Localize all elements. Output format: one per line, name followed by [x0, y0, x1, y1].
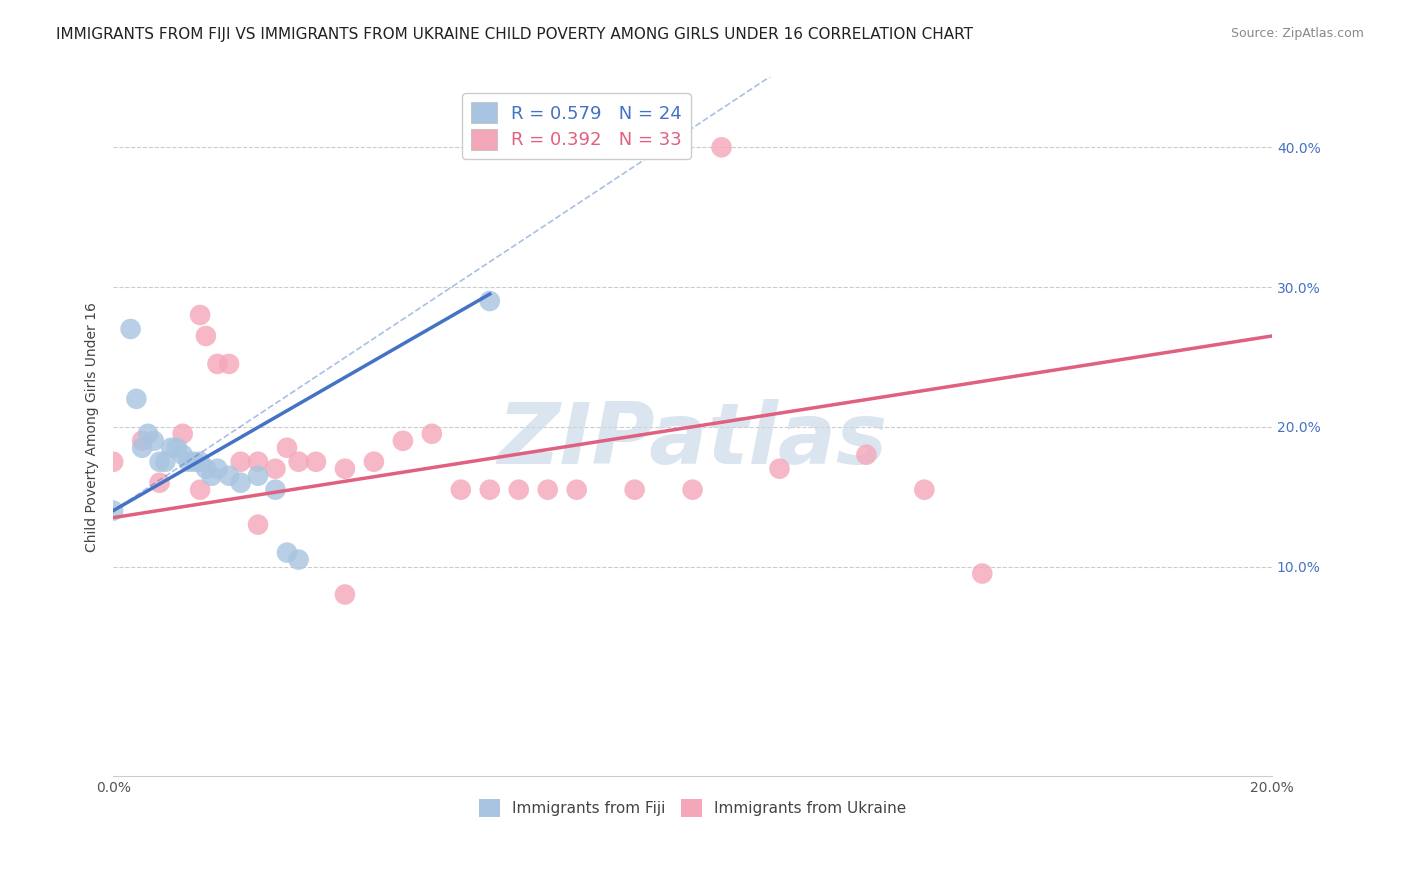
Point	[131, 434, 153, 448]
Point	[136, 426, 159, 441]
Point	[160, 441, 183, 455]
Point	[172, 448, 194, 462]
Point	[103, 455, 125, 469]
Point	[392, 434, 415, 448]
Text: ZIPatlas: ZIPatlas	[498, 400, 887, 483]
Point	[264, 461, 287, 475]
Point	[194, 329, 217, 343]
Point	[287, 455, 309, 469]
Point	[201, 468, 224, 483]
Point	[207, 357, 229, 371]
Point	[478, 293, 501, 308]
Point	[131, 441, 153, 455]
Point	[264, 483, 287, 497]
Text: Source: ZipAtlas.com: Source: ZipAtlas.com	[1230, 27, 1364, 40]
Point	[188, 308, 211, 322]
Point	[148, 475, 170, 490]
Point	[188, 455, 211, 469]
Point	[188, 483, 211, 497]
Point	[287, 552, 309, 566]
Point	[333, 587, 356, 601]
Point	[478, 483, 501, 497]
Point	[148, 455, 170, 469]
Point	[229, 475, 252, 490]
Point	[682, 483, 704, 497]
Point	[142, 434, 165, 448]
Point	[855, 448, 877, 462]
Point	[229, 455, 252, 469]
Text: IMMIGRANTS FROM FIJI VS IMMIGRANTS FROM UKRAINE CHILD POVERTY AMONG GIRLS UNDER : IMMIGRANTS FROM FIJI VS IMMIGRANTS FROM …	[56, 27, 973, 42]
Point	[508, 483, 530, 497]
Point	[305, 455, 328, 469]
Point	[247, 455, 270, 469]
Point	[218, 468, 240, 483]
Y-axis label: Child Poverty Among Girls Under 16: Child Poverty Among Girls Under 16	[86, 301, 100, 552]
Point	[177, 455, 200, 469]
Point	[363, 455, 385, 469]
Point	[768, 461, 790, 475]
Point	[333, 461, 356, 475]
Point	[565, 483, 588, 497]
Point	[120, 322, 142, 336]
Point	[125, 392, 148, 406]
Point	[172, 426, 194, 441]
Point	[450, 483, 472, 497]
Legend: Immigrants from Fiji, Immigrants from Ukraine: Immigrants from Fiji, Immigrants from Uk…	[471, 791, 914, 824]
Point	[710, 140, 733, 154]
Point	[276, 441, 298, 455]
Point	[247, 468, 270, 483]
Point	[912, 483, 935, 497]
Point	[537, 483, 560, 497]
Point	[103, 503, 125, 517]
Point	[623, 483, 645, 497]
Point	[218, 357, 240, 371]
Point	[247, 517, 270, 532]
Point	[155, 455, 177, 469]
Point	[207, 461, 229, 475]
Point	[972, 566, 994, 581]
Point	[183, 455, 205, 469]
Point	[166, 441, 188, 455]
Point	[194, 461, 217, 475]
Point	[420, 426, 443, 441]
Point	[276, 545, 298, 559]
